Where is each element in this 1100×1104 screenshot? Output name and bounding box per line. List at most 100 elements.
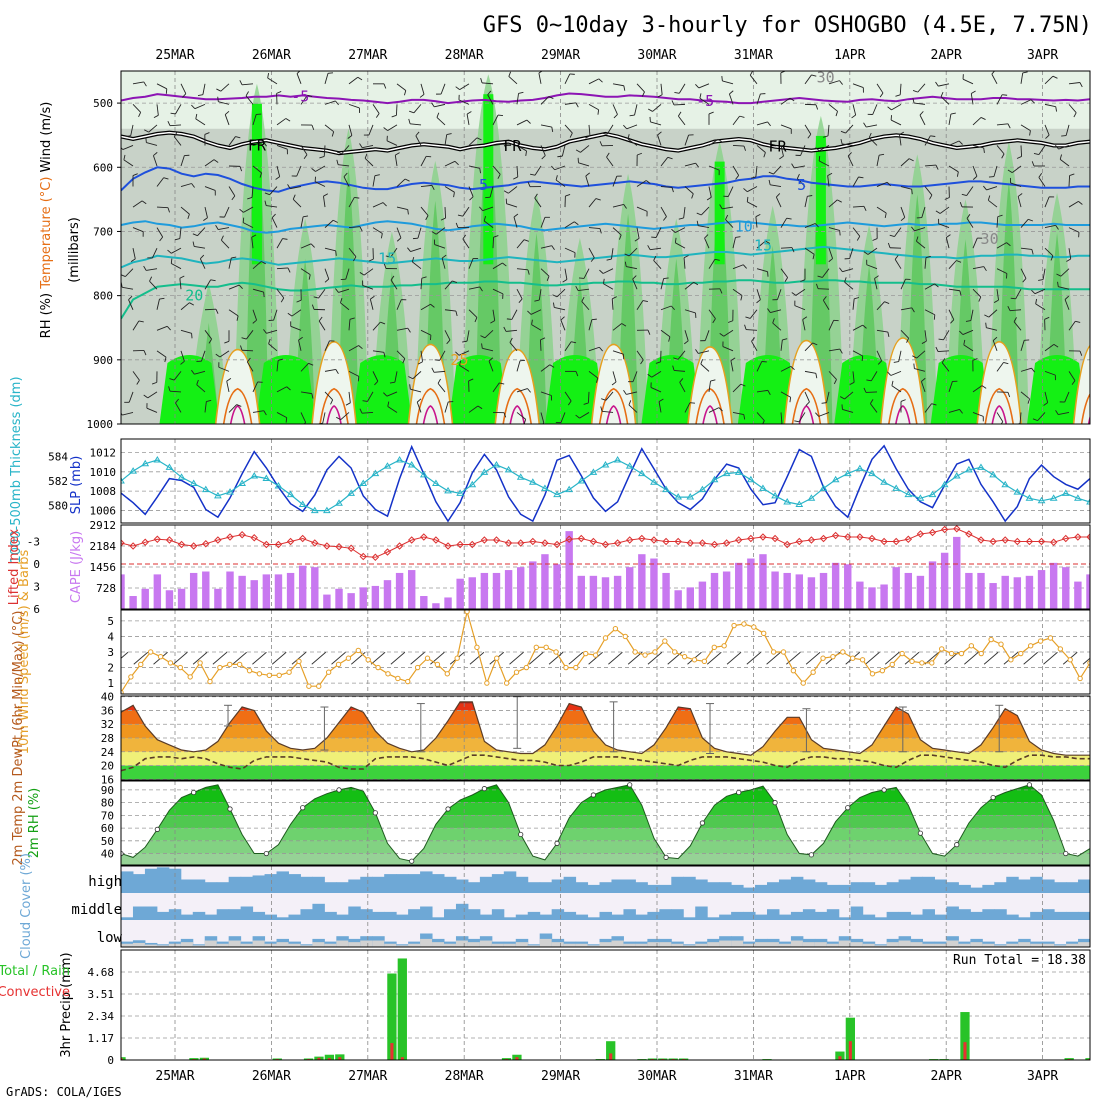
cloud-bar-high <box>121 871 133 893</box>
cloud-bar-middle <box>1066 912 1078 920</box>
cape-bar <box>808 577 815 609</box>
wind-barb-10m <box>1024 652 1038 664</box>
cloud-bar-low-overlay <box>600 942 612 947</box>
cloud-bar-middle <box>492 909 504 920</box>
cape-bar <box>941 553 948 609</box>
cape-bar <box>493 573 500 609</box>
cloud-bar-middle <box>839 917 851 920</box>
cape-bar <box>1050 563 1057 609</box>
cape-bar <box>892 567 899 609</box>
rh-point <box>155 827 159 831</box>
cloud-bar-low-overlay <box>803 942 815 947</box>
cloud-bar-high <box>827 885 839 893</box>
cape-tick-label: 728 <box>96 582 116 595</box>
wind-speed-point <box>603 636 607 640</box>
cape-bar <box>360 587 367 609</box>
cape-bar <box>154 574 161 609</box>
cape-bar <box>251 580 258 609</box>
precip-convective-bar <box>390 1043 393 1060</box>
cape-bar <box>917 576 924 609</box>
wind-speed-point <box>1009 658 1013 662</box>
cloud-bar-high <box>300 877 312 893</box>
precip-tick-label: 2.34 <box>88 1010 115 1023</box>
cloud-bar-low-overlay <box>133 943 145 947</box>
cloud-bar-middle <box>145 907 157 921</box>
wind-barb-10m <box>213 652 227 664</box>
cape-bar <box>287 573 294 609</box>
wind-barb-flag <box>358 376 359 381</box>
cape-bar <box>214 589 221 609</box>
wind-speed-point <box>999 642 1003 646</box>
precip-convective-bar <box>838 1056 841 1060</box>
cloud-bar-high <box>923 877 935 893</box>
cloud-bar-low-overlay <box>372 941 384 947</box>
cloud-bar-high <box>217 882 229 893</box>
precip-total-bar <box>398 958 407 1060</box>
wind-tick-label: 3 <box>107 646 114 659</box>
rh-band <box>121 790 1090 803</box>
rh-point <box>410 859 414 863</box>
rh-saturated-core <box>816 136 826 264</box>
thickness-tick-label: 584 <box>48 450 68 463</box>
cloud-bar-high <box>288 874 300 893</box>
cloud-bar-high <box>241 877 253 893</box>
wind-speed-point <box>752 625 756 629</box>
wind-speed-point <box>435 662 439 666</box>
cloud-bar-high <box>899 880 911 894</box>
wind-speed-point <box>376 665 380 669</box>
wind-barb-flag <box>912 189 913 194</box>
rh-point <box>446 807 450 811</box>
cloud-bar-high <box>970 888 982 893</box>
wind-barb-flag <box>243 218 244 223</box>
cloud-bar-high <box>863 882 875 893</box>
wind-speed-point <box>979 651 983 655</box>
wind-speed-point <box>653 650 657 654</box>
cape-bar <box>1014 577 1021 609</box>
cloud-bar-high <box>193 880 205 894</box>
cloud-bar-low-overlay <box>540 939 552 947</box>
wind-barb-10m <box>1043 652 1057 664</box>
cloud-bar-low-overlay <box>1078 942 1090 947</box>
wind-barb-10m <box>865 652 879 664</box>
cloud-bar-middle <box>384 912 396 920</box>
cloud-bar-middle <box>623 909 635 920</box>
cloud-bar-middle <box>288 915 300 920</box>
wind-barb <box>493 237 494 248</box>
contour-label: 10 <box>735 217 753 235</box>
wind-barb-flag <box>286 418 287 423</box>
temp-tick-label: 32 <box>101 718 114 731</box>
wind-speed-point <box>841 650 845 654</box>
cloud-bar-high <box>336 882 348 893</box>
cloud-bar-middle <box>265 915 277 920</box>
cape-bar <box>905 573 912 609</box>
cape-bar <box>299 566 306 609</box>
wind-speed-point <box>831 654 835 658</box>
wind-barb-10m <box>727 652 741 664</box>
wind-speed-point <box>771 650 775 654</box>
cape-bar <box>735 563 742 609</box>
wind-speed-point <box>633 650 637 654</box>
cape-bar <box>626 567 633 609</box>
wind-barb-10m <box>470 652 484 664</box>
cape-bar <box>820 573 827 609</box>
cloud-bar-low-overlay <box>277 942 289 947</box>
wind-speed-point <box>396 676 400 680</box>
temp-band <box>121 693 1090 703</box>
chart-title: GFS 0~10day 3-hourly for OSHOGBO (4.5E, … <box>483 13 1092 38</box>
wind-speed-point <box>1048 636 1052 640</box>
cloud-plot-area <box>121 866 1091 947</box>
cloud-bar-high <box>265 874 277 893</box>
temp-tick-label: 20 <box>101 760 114 773</box>
rh-point <box>555 841 559 845</box>
cape-bar <box>190 573 197 609</box>
wind-speed-point <box>356 648 360 652</box>
cloud-bar-low-overlay <box>468 942 480 947</box>
cloud-bar-middle <box>468 909 480 920</box>
wind-speed-point <box>584 651 588 655</box>
cloud-bar-low-overlay <box>851 942 863 947</box>
rh-axis-label: 2m RH (%) <box>27 788 42 859</box>
wind-barb-10m <box>964 652 978 664</box>
